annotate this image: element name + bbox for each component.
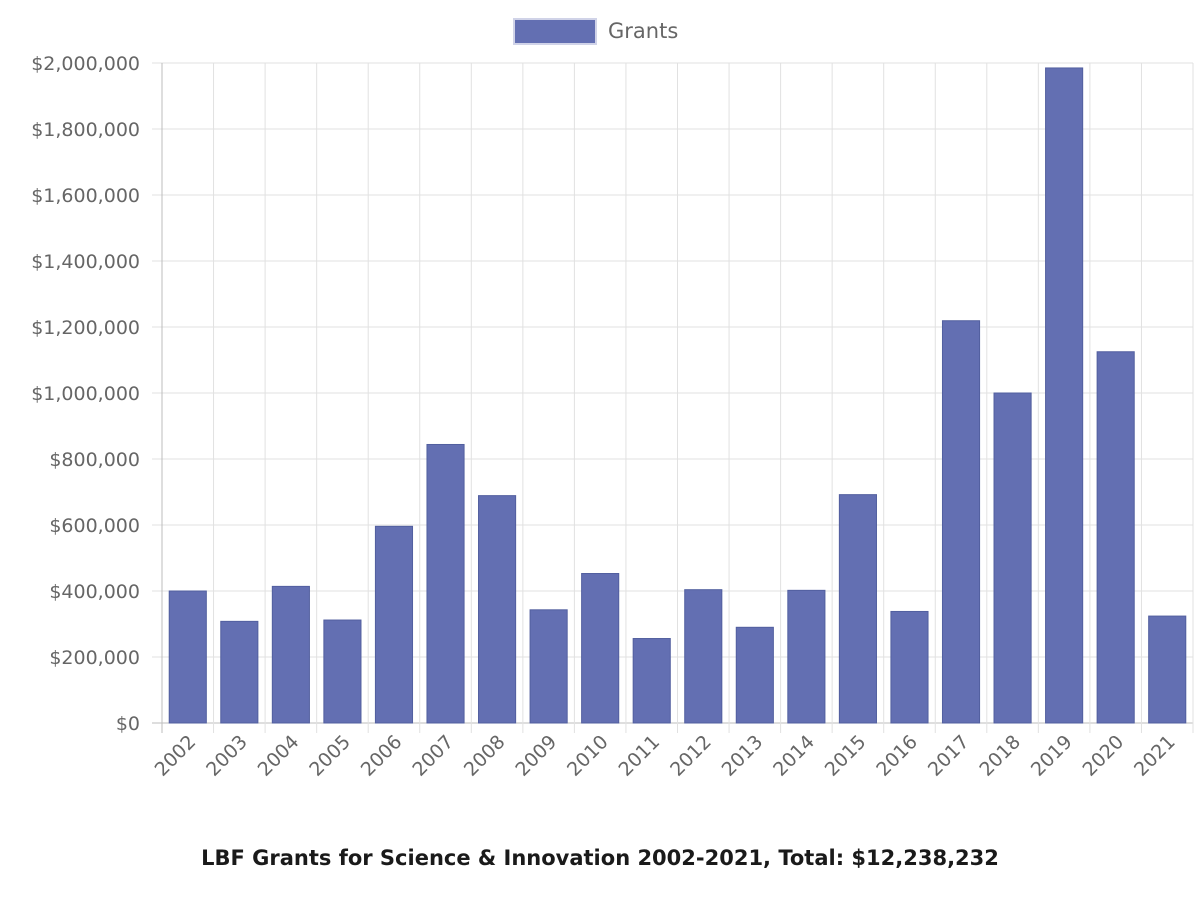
bar-2013 xyxy=(735,626,774,724)
x-tick-label: 2019 xyxy=(1027,731,1077,781)
x-tick-label: 2020 xyxy=(1078,731,1128,781)
bar-2020 xyxy=(1096,351,1135,724)
bar-2015 xyxy=(838,494,877,724)
bar-2018 xyxy=(993,392,1032,724)
y-tick-label: $1,600,000 xyxy=(31,185,140,207)
x-tick-label: 2013 xyxy=(718,731,768,781)
y-tick-label: $1,200,000 xyxy=(31,317,140,339)
y-tick-label: $200,000 xyxy=(49,647,140,669)
y-tick-label: $400,000 xyxy=(49,581,140,603)
bar-2003 xyxy=(220,620,259,724)
chart-caption: LBF Grants for Science & Innovation 2002… xyxy=(201,846,999,870)
x-tick-label: 2016 xyxy=(872,731,922,781)
x-tick-label: 2003 xyxy=(202,731,252,781)
y-tick-label: $1,800,000 xyxy=(31,119,140,141)
chart-svg: Grants $0 $200,000 $400,000 $600,000 $800,000… xyxy=(31,18,1194,781)
y-tick-label: $800,000 xyxy=(49,449,140,471)
bar-2011 xyxy=(632,638,671,724)
x-tick-label: 2007 xyxy=(408,731,458,781)
bar-2014 xyxy=(787,589,826,724)
bar-2012 xyxy=(684,589,723,724)
bar-2021 xyxy=(1148,615,1187,724)
bar-2009 xyxy=(529,609,568,724)
bar-2017 xyxy=(941,320,981,724)
x-tick-label: 2006 xyxy=(357,731,407,781)
bar-2007 xyxy=(426,443,465,724)
bar-2005 xyxy=(323,619,362,724)
x-tick-label: 2009 xyxy=(511,731,561,781)
y-tick-label: $0 xyxy=(116,713,140,735)
x-tick-label: 2008 xyxy=(460,731,510,781)
bar-2004 xyxy=(271,585,310,724)
bar-2016 xyxy=(890,610,929,724)
legend-swatch xyxy=(513,18,597,45)
bar-2008 xyxy=(478,495,517,724)
bar-2002 xyxy=(168,590,207,724)
x-tick-label: 2002 xyxy=(151,731,201,781)
x-tick-label: 2017 xyxy=(924,731,974,781)
grants-chart: Grants $0 $200,000 $400,000 $600,000 $800,000… xyxy=(31,18,1194,781)
bar-2010 xyxy=(581,573,620,724)
y-tick-label: $1,400,000 xyxy=(31,251,140,273)
y-tick-label: $2,000,000 xyxy=(31,53,140,75)
legend: Grants xyxy=(513,18,678,45)
x-tick-label: 2021 xyxy=(1130,731,1180,781)
x-tick-label: 2004 xyxy=(254,731,304,781)
x-tick-label: 2014 xyxy=(769,731,819,781)
x-tick-label: 2010 xyxy=(563,731,613,781)
x-tick-label: 2012 xyxy=(666,731,716,781)
bar-2019 xyxy=(1045,67,1084,724)
x-tick-label: 2015 xyxy=(821,731,871,781)
y-tick-label: $1,000,000 xyxy=(31,383,140,405)
bar-2006 xyxy=(374,525,414,724)
legend-label: Grants xyxy=(608,19,678,43)
x-tick-label: 2018 xyxy=(975,731,1025,781)
x-tick-label: 2005 xyxy=(305,731,355,781)
y-tick-label: $600,000 xyxy=(49,515,140,537)
x-tick-label: 2011 xyxy=(615,731,665,781)
